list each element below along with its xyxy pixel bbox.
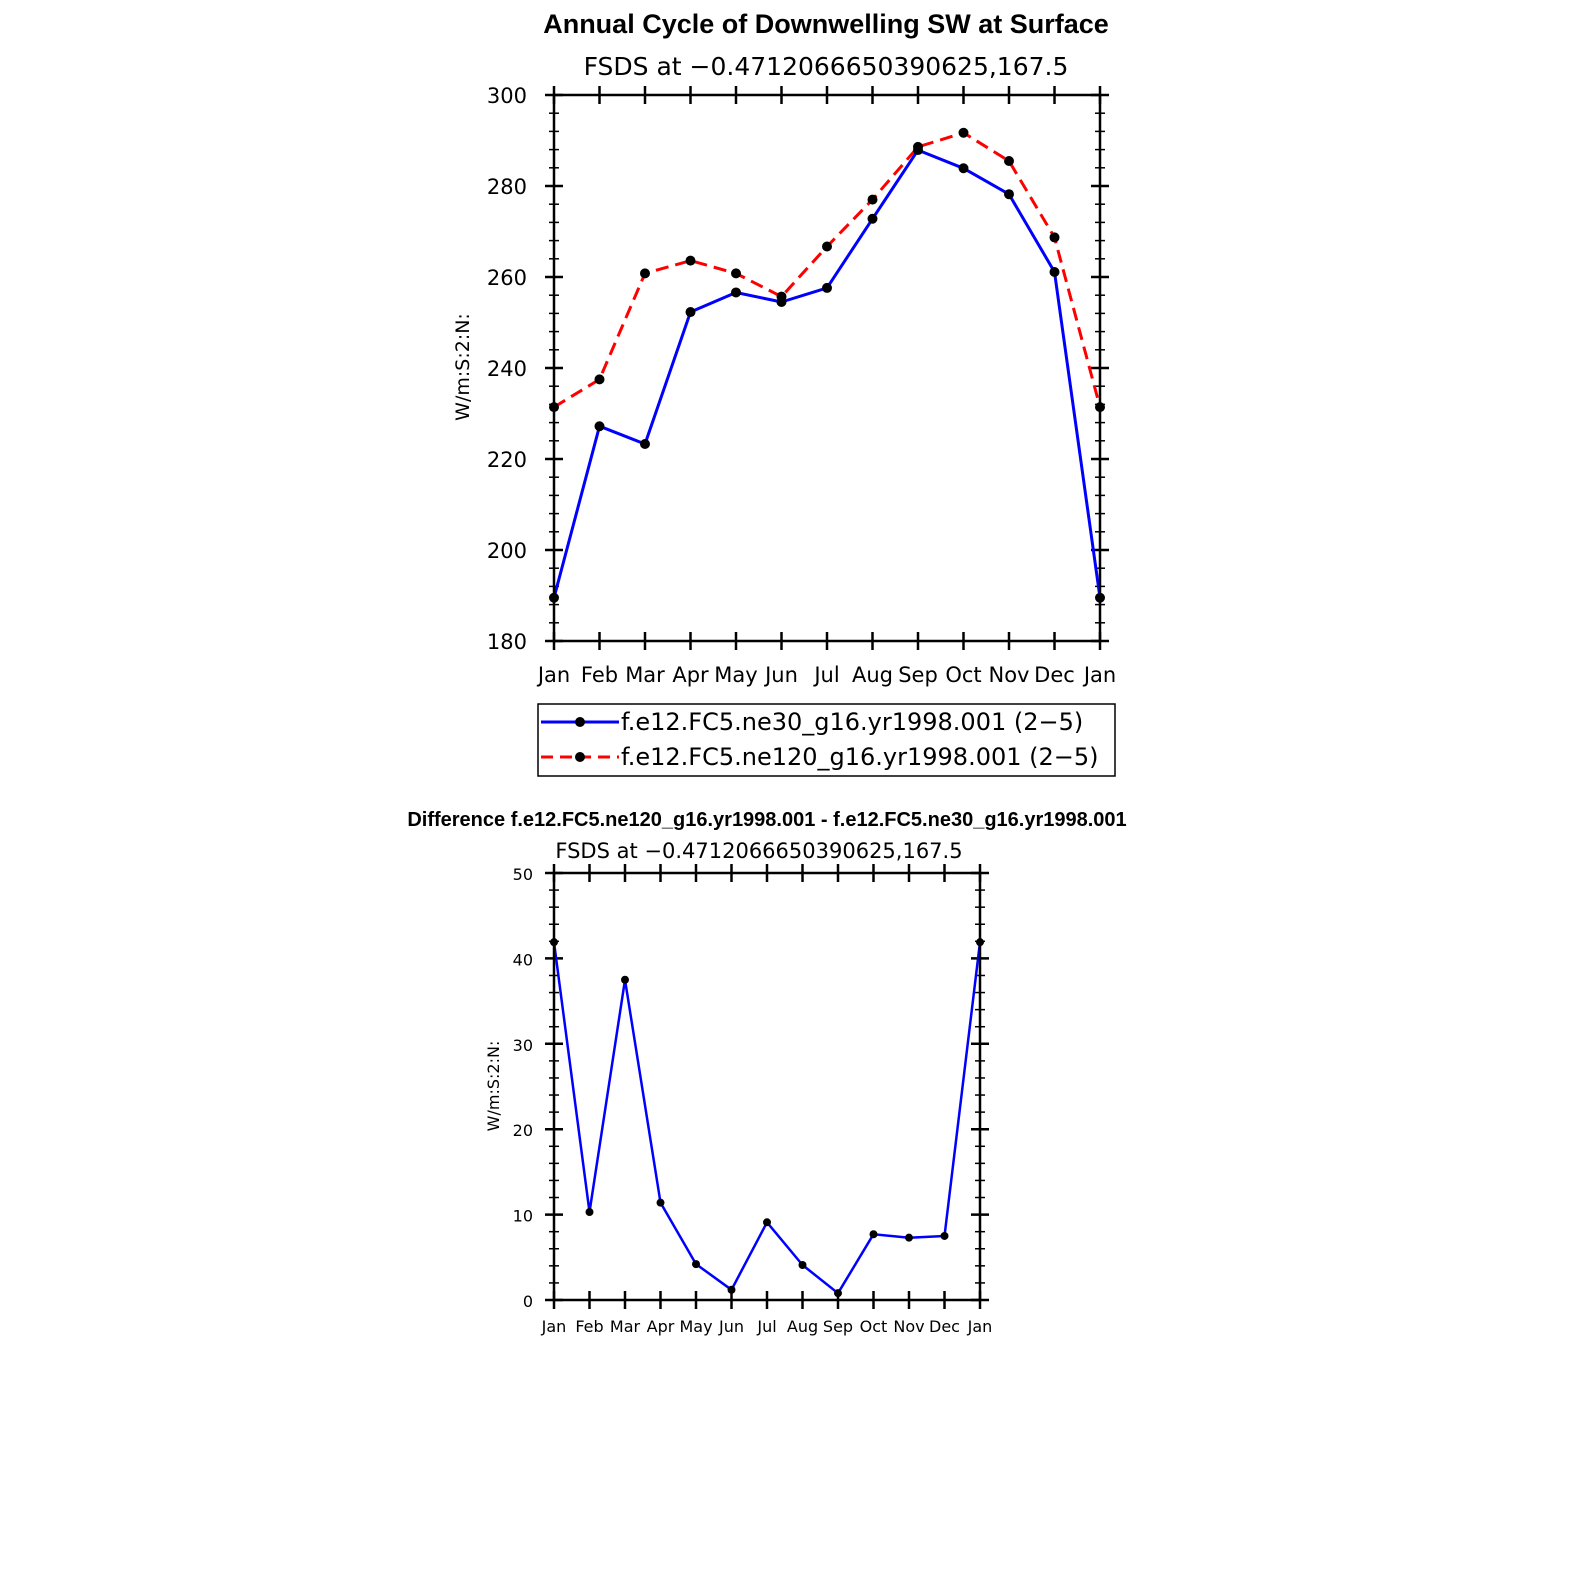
x-tick-label: Jan — [536, 663, 570, 687]
diff-series-layer — [550, 938, 984, 1298]
diff-data-point-0 — [692, 1260, 700, 1269]
diff-x-tick-label: Mar — [610, 1317, 641, 1336]
x-tick-label: Nov — [989, 663, 1030, 687]
y-tick-label: 300 — [487, 84, 527, 108]
x-tick-label: Feb — [581, 663, 618, 687]
diff-plot-frame — [552, 871, 982, 1302]
series-line-0 — [552, 148, 1102, 599]
difference-chart: Difference f.e12.FC5.ne120_g16.yr1998.00… — [407, 809, 1126, 1336]
diff-x-tick-label: Jan — [967, 1317, 993, 1336]
data-point-1 — [1049, 232, 1060, 243]
diff-x-tick-label: Oct — [860, 1317, 888, 1336]
y-tick-label: 240 — [487, 357, 527, 381]
diff-chart-title: Difference f.e12.FC5.ne120_g16.yr1998.00… — [407, 809, 1126, 831]
diff-series-line-0 — [552, 942, 982, 1295]
x-tick-label: Sep — [898, 663, 938, 687]
diff-data-point-0 — [656, 1198, 665, 1207]
diff-data-point-0 — [585, 1208, 594, 1217]
data-point-0 — [731, 287, 741, 298]
diff-y-tick-label: 30 — [513, 1036, 533, 1055]
diff-x-tick-label: Aug — [787, 1317, 818, 1336]
x-tick-labels: Jan Feb Mar Apr May Jun Jul Aug Sep Oct Nov Dec Jan — [536, 663, 1116, 687]
diff-y-tick-label: 20 — [513, 1121, 533, 1140]
legend-label-ne120: f.e12.FC5.ne120_g16.yr1998.001 (2−5) — [621, 743, 1099, 771]
diff-data-point-0 — [905, 1233, 913, 1242]
data-point-1 — [867, 194, 878, 205]
series-line-1 — [553, 131, 1102, 409]
x-tick-label: Jun — [763, 663, 798, 687]
diff-data-point-0 — [940, 1231, 949, 1240]
chart-title: Annual Cycle of Downwelling SW at Surfac… — [543, 9, 1109, 39]
legend-marker-ne120 — [575, 752, 585, 762]
series-layer — [549, 127, 1105, 603]
data-point-0 — [685, 307, 696, 318]
diff-data-point-0 — [727, 1285, 736, 1294]
diff-x-tick-label: Nov — [893, 1317, 924, 1336]
plot-frame — [552, 93, 1102, 643]
y-tick-label: 200 — [487, 539, 527, 563]
diff-data-point-0 — [834, 1289, 842, 1298]
legend-label-ne30: f.e12.FC5.ne30_g16.yr1998.001 (2−5) — [621, 708, 1083, 736]
x-tick-label: Jan — [1082, 663, 1116, 687]
diff-y-axis-label: W/m:S:2:N: — [484, 1041, 503, 1132]
legend-marker-ne30 — [575, 717, 585, 727]
x-tick-label: Jul — [812, 663, 839, 687]
diff-x-tick-label: Jul — [756, 1317, 776, 1336]
data-point-1 — [1004, 155, 1014, 166]
diff-data-point-0 — [763, 1218, 771, 1227]
x-tick-label: Oct — [945, 663, 981, 687]
chart-subtitle: FSDS at −0.4712066650390625,167.5 — [584, 52, 1069, 81]
ticks-layer — [545, 86, 1109, 650]
data-point-0 — [1049, 266, 1060, 277]
diff-y-tick-label: 50 — [513, 865, 533, 884]
diff-x-tick-label: Feb — [575, 1317, 603, 1336]
data-point-1 — [685, 255, 696, 266]
x-tick-label: May — [714, 663, 757, 687]
data-point-1 — [731, 268, 741, 279]
data-point-1 — [640, 268, 650, 279]
diff-y-tick-label: 0 — [523, 1292, 533, 1311]
data-point-1 — [913, 141, 923, 152]
diff-y-tick-label: 10 — [513, 1207, 533, 1226]
diff-x-tick-label: Jan — [541, 1317, 567, 1336]
diff-x-tick-labels: Jan Feb Mar Apr May Jun Jul Aug Sep Oct Nov Dec Jan — [541, 1317, 993, 1336]
data-point-1 — [776, 291, 787, 302]
diff-ticks-layer — [545, 864, 989, 1309]
annual-cycle-chart: Annual Cycle of Downwelling SW at Surfac… — [452, 9, 1116, 777]
data-point-1 — [822, 241, 832, 252]
x-tick-label: Aug — [852, 663, 893, 687]
diff-x-tick-label: Dec — [929, 1317, 960, 1336]
y-tick-label: 280 — [487, 175, 527, 199]
legend-box — [537, 703, 1116, 777]
data-point-0 — [594, 421, 605, 432]
x-tick-label: Dec — [1034, 663, 1075, 687]
y-axis-label: W/m:S:2:N: — [452, 313, 474, 421]
diff-y-tick-label: 40 — [513, 950, 533, 969]
data-point-0 — [640, 438, 650, 449]
data-point-1 — [958, 127, 969, 138]
y-tick-label: 260 — [487, 266, 527, 290]
data-point-1 — [594, 374, 605, 385]
y-tick-label: 220 — [487, 448, 527, 472]
x-tick-label: Apr — [672, 663, 709, 687]
legend: f.e12.FC5.ne30_g16.yr1998.001 (2−5) f.e1… — [537, 703, 1116, 777]
data-point-0 — [1004, 189, 1014, 200]
diff-chart-subtitle: FSDS at −0.4712066650390625,167.5 — [555, 839, 962, 863]
diff-data-point-0 — [869, 1230, 878, 1239]
diff-y-tick-labels: 0 10 20 30 40 50 — [513, 865, 533, 1311]
data-point-0 — [958, 163, 969, 174]
data-point-0 — [867, 213, 878, 224]
y-tick-labels: 180 200 220 240 260 280 300 — [487, 84, 527, 654]
diff-x-tick-label: Jun — [718, 1317, 744, 1336]
diff-x-tick-label: May — [679, 1317, 712, 1336]
diff-x-tick-label: Apr — [647, 1317, 675, 1336]
x-tick-label: Mar — [625, 663, 665, 687]
data-point-0 — [822, 282, 832, 293]
diff-x-tick-label: Sep — [823, 1317, 853, 1336]
diff-data-point-0 — [798, 1260, 807, 1269]
y-tick-label: 180 — [487, 630, 527, 654]
diff-data-point-0 — [621, 975, 629, 984]
